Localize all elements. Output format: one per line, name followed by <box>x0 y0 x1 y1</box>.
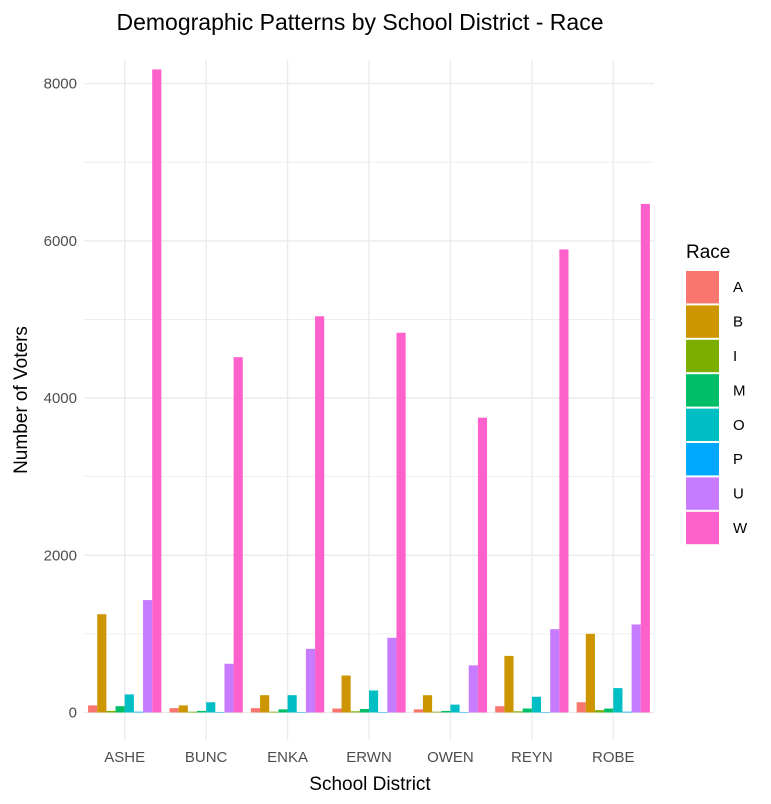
bar-robe-p <box>622 711 632 713</box>
bar-erwn-p <box>378 712 388 713</box>
bar-erwn-a <box>332 708 342 713</box>
bar-ashe-p <box>133 711 144 713</box>
x-tick-label: ENKA <box>267 749 308 766</box>
bar-owen-i <box>432 711 442 713</box>
y-tick-label: 4000 <box>44 390 77 407</box>
legend-key-a <box>686 271 719 304</box>
bar-robe-b <box>585 633 595 713</box>
legend-label-o: O <box>733 417 745 434</box>
chart-title: Demographic Patterns by School District … <box>116 9 603 35</box>
legend-title: Race <box>686 242 730 263</box>
bar-reyn-w <box>559 249 569 713</box>
bar-reyn-o <box>531 696 542 713</box>
bar-reyn-p <box>541 712 551 713</box>
x-tick-label: ROBE <box>592 749 635 766</box>
bar-reyn-a <box>495 706 505 713</box>
bar-bunc-p <box>215 712 225 713</box>
x-tick-label: ASHE <box>104 749 145 766</box>
y-axis-title: Number of Voters <box>11 326 32 474</box>
bar-enka-a <box>250 708 261 713</box>
bar-owen-u <box>468 665 478 713</box>
bar-reyn-u <box>550 629 560 713</box>
bar-owen-m <box>441 710 451 713</box>
y-tick-label: 6000 <box>44 233 77 250</box>
y-tick-label: 2000 <box>44 547 77 564</box>
y-axis-tick-labels: 0 2000 4000 6000 8000 <box>44 76 77 722</box>
bar-ashe-m <box>115 706 125 713</box>
bar-owen-o <box>450 704 460 713</box>
bar-enka-o <box>287 695 297 713</box>
bar-owen-p <box>459 712 469 713</box>
x-axis-tick-labels: ASHE BUNC ENKA ERWN OWEN REYN ROBE <box>104 749 634 766</box>
bar-ashe-u <box>143 600 153 713</box>
x-tick-label: REYN <box>511 749 553 766</box>
legend-key-b <box>686 305 719 338</box>
bar-ashe-i <box>106 710 116 713</box>
bar-bunc-w <box>233 357 243 713</box>
bar-robe-u <box>631 624 641 713</box>
x-tick-label: OWEN <box>427 749 474 766</box>
bar-erwn-b <box>341 675 351 713</box>
bar-bunc-i <box>187 711 197 713</box>
y-tick-label: 8000 <box>44 76 77 93</box>
legend-key-o <box>686 408 719 441</box>
bar-robe-w <box>640 203 650 713</box>
bar-ashe-b <box>97 614 107 713</box>
bar-bunc-u <box>224 663 234 713</box>
bar-ashe-w <box>152 69 162 713</box>
x-axis-title: School District <box>309 774 431 795</box>
bar-robe-a <box>576 702 586 713</box>
bar-robe-i <box>594 710 605 713</box>
bar-bunc-a <box>169 708 179 713</box>
bar-erwn-u <box>387 637 397 713</box>
bar-erwn-i <box>350 711 360 713</box>
bar-reyn-b <box>504 655 514 713</box>
bar-enka-p <box>296 712 306 713</box>
bar-robe-o <box>613 688 623 713</box>
bar-owen-w <box>477 417 488 713</box>
bars <box>88 69 650 713</box>
bar-ashe-a <box>88 705 98 713</box>
bar-bunc-b <box>178 705 188 713</box>
legend-label-b: B <box>733 314 743 331</box>
bar-erwn-w <box>396 332 406 713</box>
bar-ashe-o <box>124 694 134 713</box>
bar-bunc-m <box>196 710 207 713</box>
bar-enka-u <box>305 648 316 713</box>
bar-erwn-o <box>369 690 379 713</box>
legend: Race A BIM OP UW <box>686 242 748 545</box>
bar-enka-b <box>260 695 270 713</box>
bar-owen-a <box>413 709 423 713</box>
y-tick-label: 0 <box>69 704 77 721</box>
legend-label-u: U <box>733 486 744 503</box>
x-tick-label: BUNC <box>185 749 228 766</box>
bar-bunc-o <box>206 702 216 713</box>
legend-key-u <box>686 477 719 510</box>
bar-enka-i <box>269 711 279 713</box>
bar-owen-b <box>422 695 433 713</box>
legend-key-p <box>686 443 719 476</box>
bar-erwn-m <box>359 708 369 713</box>
bar-enka-w <box>315 316 325 713</box>
legend-key-m <box>686 374 719 407</box>
legend-label-a: A <box>733 279 743 296</box>
legend-items: A BIM OP UW <box>686 271 748 545</box>
bar-reyn-i <box>513 711 523 713</box>
legend-label-i: I <box>733 348 737 365</box>
bar-enka-m <box>278 709 288 713</box>
legend-label-w: W <box>733 520 748 537</box>
legend-label-p: P <box>733 451 743 468</box>
bar-robe-m <box>604 708 614 713</box>
legend-key-w <box>686 511 719 545</box>
legend-key-i <box>686 339 719 373</box>
x-tick-label: ERWN <box>346 749 392 766</box>
bar-reyn-m <box>522 708 532 713</box>
legend-label-m: M <box>733 382 746 399</box>
